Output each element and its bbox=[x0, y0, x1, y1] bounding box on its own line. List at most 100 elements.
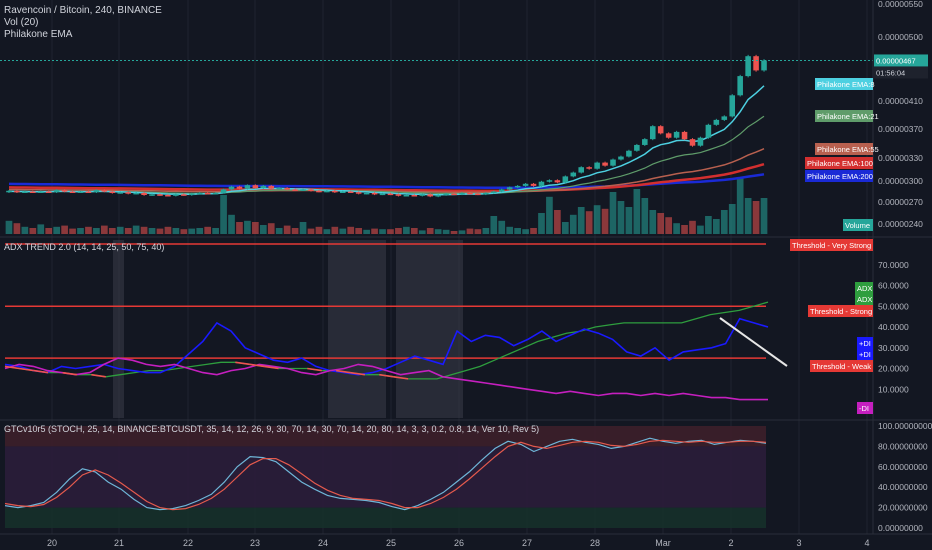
volume-bar bbox=[363, 229, 370, 234]
volume-bar bbox=[410, 228, 418, 234]
volume-bar bbox=[148, 228, 156, 234]
candle-body bbox=[530, 183, 537, 186]
volume-bar bbox=[132, 225, 140, 234]
volume-bar bbox=[61, 225, 68, 234]
volume-bar bbox=[681, 225, 688, 234]
price-tick-label: 0.00000270 bbox=[878, 197, 923, 207]
volume-bar bbox=[418, 230, 426, 234]
candle-body bbox=[649, 126, 656, 140]
volume-bar bbox=[315, 226, 323, 234]
vol-indicator-title[interactable]: Vol (20) bbox=[4, 17, 38, 28]
candle-body bbox=[347, 191, 354, 193]
candle-body bbox=[324, 190, 330, 193]
axis-labels[interactable]: 0.00000550 0.00000500 0.00000410 0.00000370… bbox=[878, 0, 932, 533]
volume-bar bbox=[37, 224, 45, 234]
candle-body bbox=[220, 189, 227, 193]
volume-bar bbox=[212, 228, 219, 234]
volume-bar bbox=[228, 214, 235, 234]
adx-tick-label: 60.0000 bbox=[878, 281, 909, 291]
candle-body bbox=[586, 167, 592, 169]
time-tick-label: 24 bbox=[318, 538, 328, 548]
volume-bars bbox=[5, 177, 768, 234]
candle-body bbox=[411, 195, 418, 197]
volume-bar bbox=[538, 213, 545, 234]
candle-body bbox=[260, 185, 267, 188]
candle-body bbox=[228, 186, 235, 190]
threshold-badge-bg bbox=[790, 239, 873, 251]
candle-body bbox=[149, 194, 155, 196]
volume-bar bbox=[713, 219, 720, 234]
volume-bar bbox=[617, 201, 625, 234]
candle-body bbox=[697, 137, 704, 146]
candle-body bbox=[37, 191, 44, 193]
volume-bar bbox=[625, 207, 633, 234]
candle-body bbox=[498, 189, 505, 192]
gtc-indicator-title[interactable]: GTCv10r5 (STOCH, 25, 14, BINANCE:BTCUSDT… bbox=[4, 424, 539, 434]
adx-declining-segment bbox=[379, 373, 394, 378]
adx-badge-text: ADX bbox=[857, 295, 872, 304]
volume-bar bbox=[379, 229, 386, 234]
candle-body bbox=[522, 183, 529, 186]
adx-declining-segment bbox=[307, 367, 322, 372]
volume-bar bbox=[744, 198, 752, 234]
adx-pane[interactable] bbox=[4, 240, 788, 418]
ema-badge-text: Philakone EMA:200 bbox=[807, 172, 873, 181]
price-tick-label: 0.00000300 bbox=[878, 176, 923, 186]
stoch-d-line bbox=[4, 439, 767, 511]
volume-bar bbox=[641, 198, 649, 234]
stoch-tick-label: 40.00000000 bbox=[878, 482, 928, 492]
adx-tick-label: 70.0000 bbox=[878, 260, 909, 270]
price-tick-label: 0.00000240 bbox=[878, 219, 923, 229]
countdown-badge: 01:56:04 bbox=[874, 66, 928, 79]
candle-body bbox=[165, 195, 171, 197]
overbought-zone bbox=[5, 426, 766, 447]
adx-tick-label: 20.0000 bbox=[878, 364, 909, 374]
price-tick-label: 0.00000550 bbox=[878, 0, 923, 9]
adx-shaded-region bbox=[396, 240, 463, 418]
volume-bar bbox=[164, 226, 172, 234]
adx-indicator-title[interactable]: ADX TREND 2.0 (14, 14, 25, 50, 75, 40) bbox=[4, 242, 164, 252]
minus-di-badge-bg bbox=[857, 402, 873, 414]
ema-indicator-title[interactable]: Philakone EMA bbox=[4, 29, 73, 40]
stoch-zones bbox=[5, 426, 766, 528]
volume-bar bbox=[5, 220, 13, 234]
time-tick-label: 3 bbox=[796, 538, 801, 548]
volume-bar bbox=[649, 210, 657, 234]
candle-body bbox=[133, 192, 139, 195]
adx-badge-bg bbox=[855, 282, 873, 294]
plus-di-badge-text: +DI bbox=[859, 339, 871, 348]
symbol-title[interactable]: Ravencoin / Bitcoin, 240, BINANCE bbox=[4, 5, 162, 16]
plus-di-badge-bg bbox=[857, 348, 873, 360]
stoch-pane[interactable] bbox=[4, 426, 767, 528]
candle-body bbox=[475, 193, 481, 196]
volume-bar bbox=[434, 229, 442, 234]
candle-body bbox=[570, 172, 577, 177]
volume-bar bbox=[267, 223, 275, 234]
trend-drawing-line[interactable] bbox=[719, 317, 788, 367]
candle-body bbox=[77, 191, 84, 193]
adx-tick-label: 30.0000 bbox=[878, 343, 909, 353]
minus-di-line bbox=[4, 357, 768, 401]
candle-body bbox=[491, 191, 497, 193]
volume-bar bbox=[426, 228, 434, 234]
adx-declining-segment bbox=[91, 373, 106, 378]
volume-bar bbox=[21, 226, 29, 234]
volume-bar bbox=[347, 226, 355, 234]
volume-bar bbox=[760, 198, 768, 234]
candle-body bbox=[721, 116, 728, 120]
price-pane[interactable] bbox=[0, 54, 873, 234]
adx-tick-label: 10.0000 bbox=[878, 384, 909, 394]
volume-bar bbox=[116, 226, 124, 234]
adx-declining-segment bbox=[393, 376, 409, 380]
time-axis-labels[interactable]: 20 21 22 23 24 25 26 27 28 Mar 2 3 4 bbox=[47, 538, 870, 548]
volume-bar bbox=[720, 210, 728, 234]
threshold-badge-bg bbox=[810, 360, 873, 372]
candle-body bbox=[6, 190, 12, 193]
volume-bar bbox=[259, 225, 267, 234]
volume-badge-text: Volume bbox=[845, 221, 870, 230]
time-tick-label: 4 bbox=[864, 538, 869, 548]
candle-body bbox=[618, 156, 624, 160]
threshold-badge: Threshold - Very Strong bbox=[790, 239, 873, 251]
candle-body bbox=[387, 193, 394, 196]
